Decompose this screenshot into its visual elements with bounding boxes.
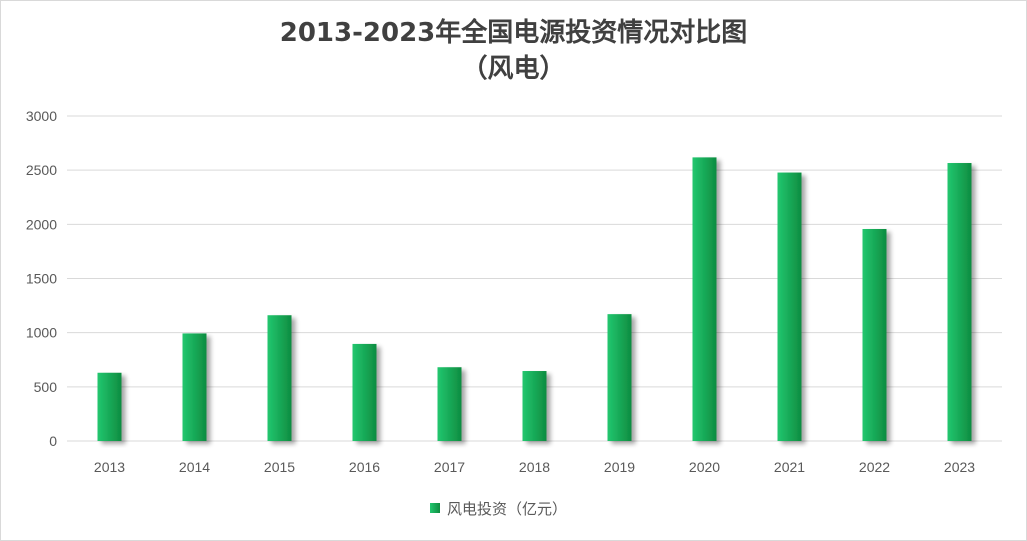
- bar-2023: [947, 163, 972, 441]
- x-axis: 2013 2014 2015 2016 2017 2018 2019 2020 2021 2022…: [94, 459, 975, 475]
- legend-swatch: [430, 503, 440, 513]
- bar-2021: [777, 172, 802, 442]
- bar-2015: [267, 315, 292, 441]
- gridlines: [67, 115, 1002, 442]
- x-tick-label: 2013: [94, 459, 125, 475]
- y-axis: 0 500 1000 1500 2000 2500 3000: [26, 108, 57, 449]
- x-tick-label: 2017: [434, 459, 465, 475]
- legend: 风电投资（亿元）: [430, 500, 567, 518]
- chart-title: 2013-2023年全国电源投资情况对比图: [279, 18, 748, 48]
- y-tick-label: 0: [49, 433, 57, 449]
- y-tick-label: 3000: [26, 108, 57, 124]
- x-tick-label: 2019: [604, 459, 635, 475]
- legend-label: 风电投资（亿元）: [447, 500, 567, 518]
- y-tick-label: 2000: [26, 216, 57, 232]
- x-tick-label: 2022: [859, 459, 890, 475]
- y-tick-label: 2500: [26, 162, 57, 178]
- bars: [97, 157, 972, 442]
- bar-2022: [862, 228, 887, 441]
- chart-subtitle: （风电）: [461, 54, 566, 84]
- bar-2019: [607, 314, 632, 441]
- bar-2020: [692, 157, 717, 441]
- y-tick-label: 1000: [26, 325, 57, 341]
- chart-title-block: 2013-2023年全国电源投资情况对比图 （风电）: [1, 15, 1026, 87]
- bar-2014: [182, 333, 207, 441]
- x-tick-label: 2014: [179, 459, 210, 475]
- bar-2018: [522, 371, 547, 441]
- x-tick-label: 2021: [774, 459, 805, 475]
- x-tick-label: 2023: [944, 459, 975, 475]
- bar-2016: [352, 343, 377, 441]
- x-tick-label: 2020: [689, 459, 720, 475]
- x-tick-label: 2018: [519, 459, 550, 475]
- y-tick-label: 500: [34, 379, 58, 395]
- bar-2017: [437, 367, 462, 441]
- bar-2013: [97, 372, 122, 441]
- x-tick-label: 2015: [264, 459, 295, 475]
- x-tick-label: 2016: [349, 459, 380, 475]
- y-tick-label: 1500: [26, 271, 57, 287]
